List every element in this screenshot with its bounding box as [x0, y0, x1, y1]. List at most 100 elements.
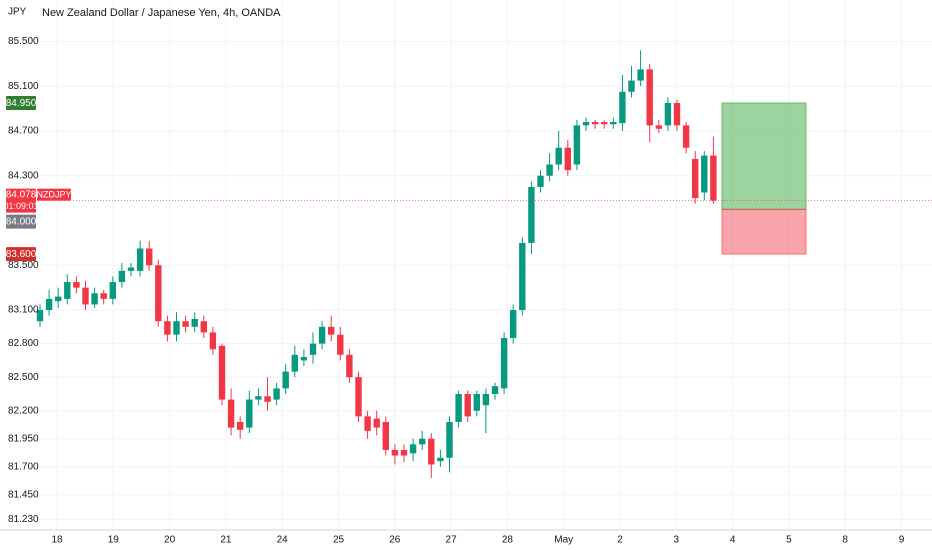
stop-price-box — [6, 247, 36, 262]
y-tick-label: 81.700 — [8, 461, 39, 472]
grid — [37, 0, 932, 530]
candle-body — [209, 332, 217, 350]
candle-body — [373, 418, 380, 428]
candle-body — [237, 421, 244, 430]
candle-body — [682, 125, 690, 148]
y-tick-label: 83.100 — [8, 305, 39, 316]
candle-body — [519, 242, 526, 311]
x-tick-label: 19 — [108, 535, 120, 546]
y-tick-label: 85.500 — [8, 36, 39, 47]
candle-body — [582, 121, 590, 126]
y-tick-label: 81.230 — [8, 514, 39, 525]
x-tick-label: 5 — [786, 535, 792, 546]
y-tick-label: 81.950 — [8, 433, 39, 444]
candle-body — [409, 444, 417, 454]
x-tick-label: 20 — [164, 535, 176, 546]
candle-body — [400, 449, 408, 456]
candle-body — [619, 91, 626, 124]
candle-body — [182, 321, 189, 327]
marks — [36, 50, 932, 478]
candle-body — [464, 393, 471, 417]
candle-body — [255, 396, 262, 400]
x-tick-label: 26 — [389, 535, 401, 546]
x-tick-label: 2 — [617, 535, 623, 546]
candle-body — [437, 457, 444, 462]
candle-body — [391, 449, 399, 456]
y-tick-label: 83.500 — [8, 260, 39, 271]
symbol-box — [37, 188, 71, 201]
candle-body — [528, 186, 535, 243]
candle-body — [510, 310, 517, 339]
candle-body — [482, 393, 490, 406]
candle-body — [291, 354, 298, 372]
candle-body — [337, 334, 344, 355]
candle-body — [100, 293, 107, 299]
candle-body — [64, 282, 71, 299]
stop-price-label: 83.600 — [6, 249, 37, 260]
candle-body — [127, 267, 135, 271]
candle-body — [455, 393, 462, 422]
labels: 85.500 85.100 84.700 84.300 83.500 83.100 82.8… — [3, 36, 904, 546]
x-tick-label: 27 — [446, 535, 458, 546]
candle-body — [692, 158, 699, 199]
candle-body — [273, 388, 280, 400]
y-tick-label: 85.100 — [8, 81, 39, 92]
candle-body — [318, 326, 326, 344]
candle-body — [55, 296, 62, 302]
candle-body — [36, 310, 44, 322]
y-tick-label: 81.450 — [8, 489, 39, 500]
target-price-box — [6, 95, 36, 110]
symbol-label: NZDJPY — [36, 189, 71, 199]
currency-label: JPY — [8, 7, 27, 18]
candle-body — [564, 147, 571, 171]
position-loss-zone — [721, 208, 807, 255]
candle-body — [218, 345, 226, 400]
candle-body — [555, 147, 562, 165]
candle-body — [109, 282, 116, 299]
candle-body — [537, 175, 544, 187]
candle-body — [328, 326, 335, 335]
last-price-label: 84.078 — [6, 190, 37, 201]
candle-body — [491, 386, 499, 394]
candle-body — [710, 155, 717, 201]
y-tick-label: 82.800 — [8, 338, 39, 349]
candle-body — [164, 321, 171, 335]
candle-body — [573, 125, 581, 165]
candle-body — [191, 318, 198, 327]
candle-body — [118, 270, 126, 283]
candle-body — [591, 121, 599, 125]
candle-body — [173, 321, 180, 335]
x-tick-label: May — [554, 535, 573, 546]
candle-body — [673, 102, 681, 126]
candle-body — [601, 121, 608, 125]
candle-body — [546, 164, 553, 176]
countdown-label: 01:09:01 — [3, 201, 38, 211]
candle-body — [146, 248, 153, 266]
candle-body — [355, 377, 362, 417]
candle-body — [346, 354, 353, 378]
candle-body — [419, 438, 426, 445]
x-tick-label: 4 — [730, 535, 736, 546]
x-tick-label: 18 — [51, 535, 63, 546]
candle-body — [646, 69, 653, 126]
candle-body — [610, 121, 617, 125]
candle-body — [282, 371, 289, 389]
candle-body — [45, 298, 53, 311]
candle-body — [264, 396, 271, 402]
candle-body — [200, 321, 207, 333]
x-tick-label: 9 — [899, 535, 905, 546]
candle-body — [473, 393, 480, 411]
candle-body — [309, 343, 317, 355]
x-tick-label: 21 — [220, 535, 232, 546]
candle-body — [428, 438, 435, 465]
candle-body — [500, 338, 508, 389]
candle-body — [628, 80, 635, 92]
x-tick-label: 3 — [674, 535, 680, 546]
candle-body — [155, 265, 162, 322]
last-price-box — [6, 188, 36, 213]
y-tick-label: 82.500 — [8, 372, 39, 383]
candle-body — [136, 248, 144, 271]
candle-body — [701, 155, 708, 193]
candle-body — [382, 421, 389, 450]
